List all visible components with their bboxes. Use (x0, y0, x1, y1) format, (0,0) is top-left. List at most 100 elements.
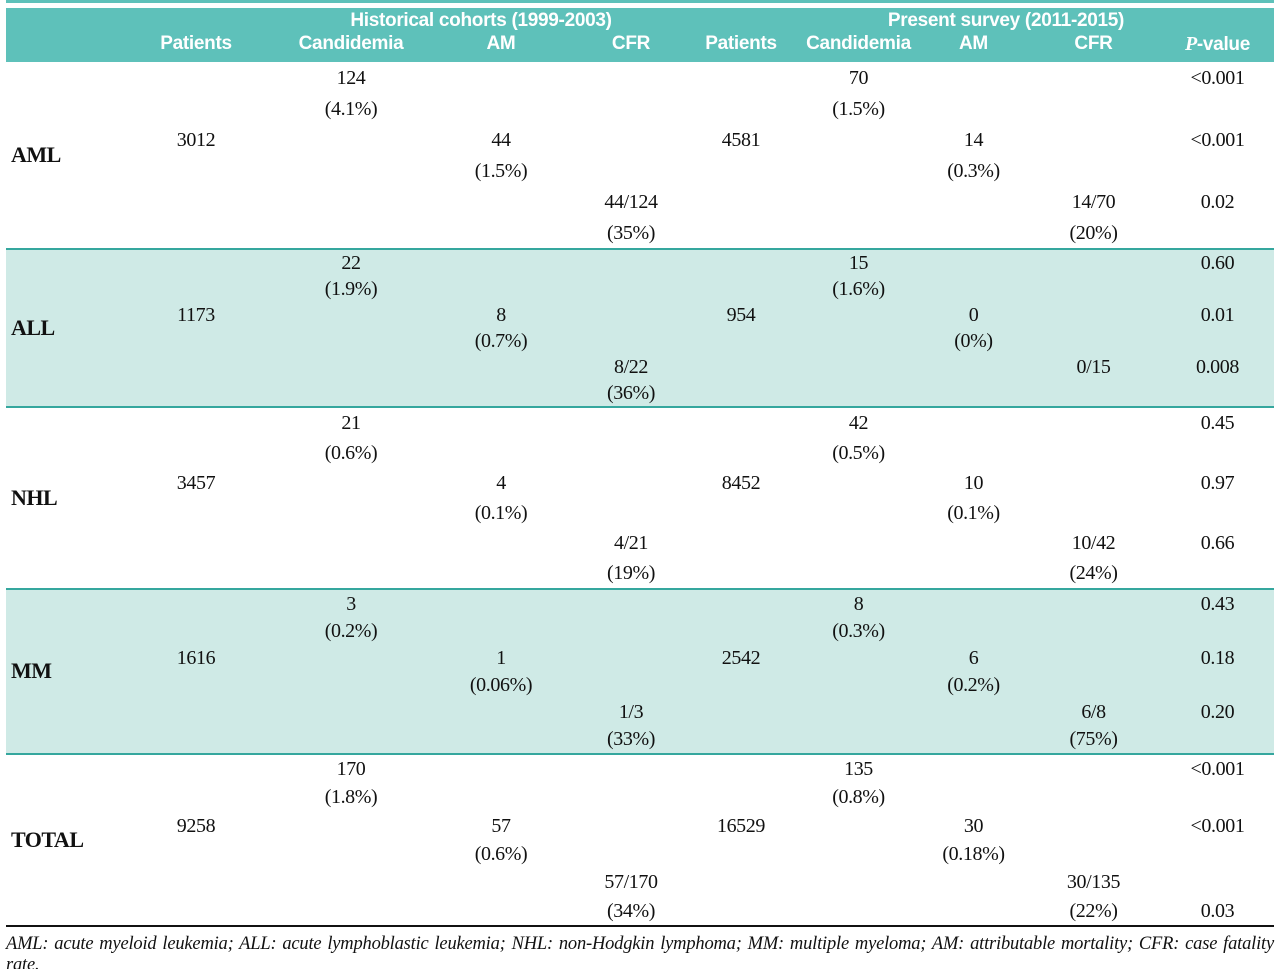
hist-am-count: 8 (496, 304, 506, 326)
present-am-count: 10 (963, 472, 984, 494)
present-candidemia-pct: (1.5%) (832, 97, 885, 120)
present-cfr-ratio: 30/135 (1066, 871, 1121, 894)
row-group-total: TOTAL 170 (1.8%) 9258 57 (0.6%) 57/170 (… (6, 755, 1274, 925)
pvalue-candidemia: 0.45 (1200, 412, 1235, 434)
present-cfr-ratio: 6/8 (1081, 701, 1106, 724)
hist-cfr-ratio: 4/21 (614, 532, 648, 554)
present-candidemia-pct: (0.8%) (832, 786, 885, 809)
table-top-border (6, 0, 1274, 3)
table-body: AML 124 (4.1%) 3012 44 (1.5%) 44/124 (35… (0, 62, 1280, 925)
pvalue-am: 0.97 (1200, 472, 1235, 494)
present-candidemia-count: 135 (844, 758, 873, 781)
pvalue-candidemia: 0.43 (1200, 592, 1235, 615)
hist-candidemia-pct: (0.2%) (324, 619, 378, 642)
row-label: MM (11, 658, 52, 684)
hist-candidemia-pct: (4.1%) (324, 97, 378, 120)
hist-am-pct: (0.1%) (474, 502, 528, 524)
table-bottom-border (6, 925, 1274, 927)
hist-patients: 1173 (177, 304, 215, 326)
present-am-pct: (0.2%) (947, 674, 1000, 697)
pvalue-italic-p: P (1184, 33, 1197, 55)
present-patients: 8452 (721, 472, 761, 494)
column-header-patients-present: Patients (705, 33, 777, 54)
pvalue-am: 0.01 (1200, 304, 1235, 326)
hist-am-count: 1 (496, 646, 506, 669)
present-cfr-pct: (75%) (1069, 728, 1118, 751)
column-header-candidemia-present: Candidemia (806, 33, 911, 54)
hist-candidemia-pct: (1.8%) (324, 786, 378, 809)
pvalue-cfr: 0.20 (1200, 701, 1235, 724)
pvalue-cfr: 0.66 (1200, 532, 1235, 554)
present-am-count: 14 (963, 128, 984, 151)
hist-cfr-pct: (35%) (607, 221, 655, 244)
pvalue-am: <0.001 (1190, 814, 1245, 837)
column-header-cfr-historical: CFR (611, 33, 651, 54)
hist-cfr-pct: (34%) (607, 899, 655, 922)
row-label: ALL (11, 315, 55, 340)
hist-candidemia-count: 170 (336, 758, 366, 781)
hist-candidemia-pct: (1.9%) (324, 278, 378, 300)
hist-cfr-ratio: 57/170 (604, 871, 658, 894)
hist-candidemia-count: 124 (336, 66, 366, 89)
hist-am-pct: (0.06%) (469, 674, 533, 697)
present-cfr-pct: (22%) (1069, 899, 1118, 922)
hist-am-count: 57 (491, 814, 511, 837)
hist-cfr-pct: (33%) (607, 728, 655, 751)
pvalue-cfr: 0.02 (1200, 190, 1235, 213)
present-am-pct: (0%) (954, 330, 993, 352)
hist-am-count: 4 (496, 472, 506, 494)
hist-cfr-pct: (36%) (607, 382, 655, 404)
hist-am-pct: (1.5%) (474, 159, 528, 182)
present-patients: 4581 (721, 128, 761, 151)
hist-patients: 3012 (176, 128, 216, 151)
table-footnote: AML: acute myeloid leukemia; ALL: acute … (6, 934, 1274, 969)
present-am-pct: (0.18%) (942, 843, 1005, 866)
row-group-nhl: NHL 21 (0.6%) 3457 4 (0.1%) 4/21 (19%) 4… (6, 408, 1274, 588)
hist-patients: 3457 (176, 472, 216, 494)
hist-cfr-pct: (19%) (607, 562, 655, 584)
hist-cfr-ratio: 1/3 (618, 701, 644, 724)
present-cfr-pct: (20%) (1069, 221, 1118, 244)
row-label: TOTAL (11, 826, 84, 852)
present-cfr-ratio: 0/15 (1076, 356, 1111, 378)
group-header-present: Present survey (2011-2015) (887, 9, 1125, 31)
column-header-patients-historical: Patients (160, 33, 232, 54)
present-cfr-ratio: 14/70 (1071, 190, 1116, 213)
pvalue-am: 0.18 (1200, 646, 1235, 669)
hist-candidemia-count: 3 (346, 592, 356, 615)
pvalue-cfr: 0.03 (1200, 899, 1235, 922)
pvalue-candidemia: <0.001 (1190, 758, 1245, 781)
pvalue-rest: -value (1196, 34, 1251, 55)
hist-cfr-ratio: 44/124 (604, 190, 658, 213)
row-label: NHL (11, 485, 58, 510)
group-header-historical: Historical cohorts (1999-2003) (350, 9, 612, 31)
hist-candidemia-pct: (0.6%) (324, 442, 378, 464)
pvalue-candidemia: <0.001 (1190, 66, 1245, 89)
present-patients: 2542 (721, 646, 761, 669)
present-candidemia-count: 15 (848, 252, 869, 274)
column-header-cfr-present: CFR (1074, 33, 1113, 54)
column-header-candidemia-historical: Candidemia (298, 33, 404, 54)
present-am-count: 6 (968, 646, 979, 669)
pvalue-candidemia: 0.60 (1200, 252, 1235, 274)
present-cfr-pct: (24%) (1069, 562, 1118, 584)
hist-am-pct: (0.6%) (474, 843, 528, 866)
present-am-pct: (0.1%) (947, 502, 1000, 524)
hist-patients: 1616 (176, 646, 216, 669)
hist-am-count: 44 (491, 128, 511, 151)
table-header: Historical cohorts (1999-2003) Present s… (6, 8, 1274, 62)
present-candidemia-count: 42 (848, 412, 869, 434)
present-patients: 954 (726, 304, 756, 326)
present-candidemia-count: 70 (848, 66, 869, 89)
present-am-count: 30 (963, 814, 984, 837)
row-group-mm: MM 3 (0.2%) 1616 1 (0.06%) 1/3 (33%) 8 (… (6, 588, 1274, 755)
pvalue-cfr: 0.008 (1195, 356, 1239, 378)
present-candidemia-pct: (0.5%) (832, 442, 885, 464)
present-candidemia-pct: (1.6%) (832, 278, 885, 300)
row-group-aml: AML 124 (4.1%) 3012 44 (1.5%) 44/124 (35… (6, 62, 1274, 248)
present-candidemia-pct: (0.3%) (832, 619, 885, 642)
hist-candidemia-count: 21 (341, 412, 361, 434)
column-header-pvalue: P-value (1161, 33, 1274, 56)
row-group-all: ALL 22 (1.9%) 1173 8 (0.7%) 8/22 (36%) 1… (6, 248, 1274, 408)
